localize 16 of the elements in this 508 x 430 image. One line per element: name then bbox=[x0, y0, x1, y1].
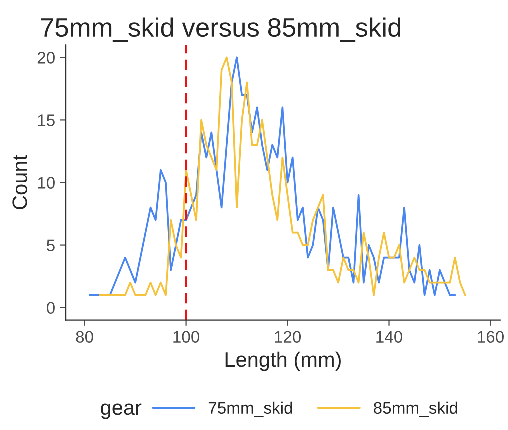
y-tick-label: 5 bbox=[47, 240, 55, 252]
chart-title: 75mm_skid versus 85mm_skid bbox=[41, 18, 401, 42]
y-tick-label: 15 bbox=[38, 114, 55, 126]
legend-label: 75mm_skid bbox=[208, 402, 292, 418]
x-tick-label: 120 bbox=[275, 331, 302, 344]
y-tick-label: 20 bbox=[38, 52, 55, 64]
x-tick-label: 100 bbox=[174, 331, 200, 344]
y-axis-title: Count bbox=[12, 155, 28, 210]
legend-label: 85mm_skid bbox=[374, 402, 458, 418]
legend-title: gear bbox=[101, 404, 142, 420]
y-tick-label: 0 bbox=[47, 302, 55, 314]
x-tick-label: 140 bbox=[376, 331, 403, 344]
y-tick-label: 10 bbox=[38, 177, 55, 189]
x-tick-label: 80 bbox=[76, 331, 94, 344]
x-axis-title: Length (mm) bbox=[226, 352, 341, 372]
x-tick-label: 160 bbox=[478, 331, 504, 344]
